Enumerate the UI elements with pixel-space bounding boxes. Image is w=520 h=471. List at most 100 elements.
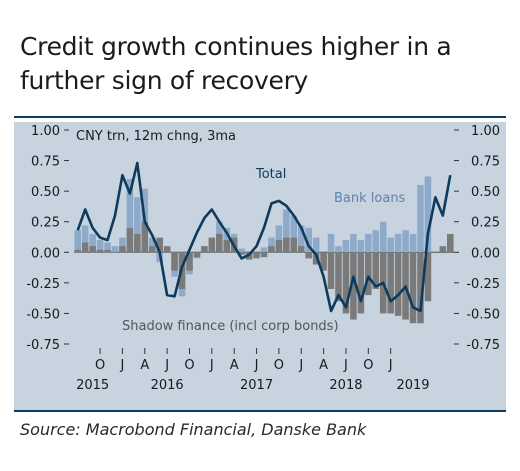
shadow-finance-bar [297, 246, 305, 253]
x-tick-label: A [140, 358, 149, 373]
x-tick-label: A [230, 358, 239, 373]
bank-loans-bar [283, 209, 290, 253]
shadow-finance-bar [335, 252, 342, 302]
bank-loans-bar [89, 233, 96, 253]
x-tick-label: J [343, 358, 348, 373]
shadow-finance-bar [171, 252, 178, 271]
shadow-finance-bar [424, 252, 432, 302]
shadow-finance-bar [283, 237, 290, 253]
x-tick-label: J [254, 358, 259, 373]
shadow-finance-bar [148, 246, 156, 253]
shadow-finance-bar [104, 249, 111, 253]
y-tick-label-left: 0.50 [31, 185, 60, 200]
shadow-finance-bar [126, 227, 134, 253]
bank-loans-bar [409, 233, 417, 253]
bank-loans-bar [290, 215, 298, 253]
shadow-finance-bar [268, 246, 275, 253]
y-tick-label-right: -0.75 [466, 338, 500, 353]
shadow-finance-bar [305, 252, 312, 259]
shadow-finance-bar [81, 242, 89, 253]
y-tick-label-left: 0.75 [31, 155, 60, 170]
y-tick-label-right: -0.25 [466, 277, 500, 292]
y-tick-label-right: -0.50 [466, 307, 500, 322]
shadow-finance-bar [141, 221, 149, 253]
x-year-label: 2019 [396, 378, 429, 393]
bank-loans-bar [350, 233, 357, 253]
page-title: Credit growth continues higher in a furt… [20, 32, 452, 95]
bank-loans-bar [297, 225, 305, 253]
source-note: Source: Macrobond Financial, Danske Bank [20, 420, 367, 439]
shadow-finance-bar [253, 252, 260, 259]
shadow-finance-bar [357, 252, 365, 314]
y-tick-label-left: -0.50 [26, 307, 60, 322]
bank-loans-bar [119, 237, 126, 253]
shadow-finance-bar [163, 246, 171, 253]
bank-loans-bar [74, 230, 82, 253]
x-year-label: 2015 [76, 378, 109, 393]
bottom-rule [14, 410, 506, 412]
shadow-finance-bar [387, 252, 394, 314]
shadow-finance-bar [223, 240, 231, 253]
bank-loans-bar [111, 246, 119, 253]
bank-loans-bar [81, 225, 89, 253]
shadow-finance-bar [119, 246, 126, 253]
bank-loans-bar [335, 246, 342, 253]
x-year-label: 2017 [240, 378, 273, 393]
x-tick-label: A [319, 358, 328, 373]
shadow-finance-bar [417, 252, 424, 324]
x-year-label: 2016 [151, 378, 184, 393]
total-line [76, 161, 452, 313]
shadow-finance-bar [342, 252, 350, 314]
x-tick-label: J [120, 358, 125, 373]
shadow-finance-bar [439, 246, 447, 253]
y-tick-label-right: 0.00 [471, 246, 500, 261]
shadow-finance-bar [365, 252, 372, 296]
shadow-finance-bar [320, 252, 327, 271]
y-tick-label-left: 0.25 [31, 216, 60, 231]
bank-loans-bar [260, 247, 268, 253]
bank-loans-bar [342, 240, 350, 253]
x-year-label: 2018 [329, 378, 362, 393]
x-tick-label: O [363, 358, 373, 373]
shadow-finance-bar [96, 249, 104, 253]
shadow-finance-bar [134, 233, 141, 253]
chart-title: CNY trn, 12m chng, 3ma [76, 129, 236, 144]
bank-loans-bar [387, 237, 394, 253]
shadow-finance-bar [394, 252, 402, 316]
bank-loans-bar [268, 237, 275, 253]
bank-loans-bar [96, 240, 104, 253]
bank-loans-bar [417, 185, 424, 253]
y-tick-label-left: -0.75 [26, 338, 60, 353]
y-tick-label-right: 1.00 [471, 124, 500, 139]
shadow-finance-bar [446, 233, 454, 253]
bank-loans-bar [424, 176, 432, 253]
bank-loans-bar [379, 221, 387, 253]
shadow-finance-bar [409, 252, 417, 324]
x-tick-label: O [274, 358, 284, 373]
x-tick-label: J [388, 358, 393, 373]
shadow-finance-bar [350, 252, 357, 320]
x-tick-label: O [95, 358, 105, 373]
shadow-finance-bar [260, 252, 268, 258]
shadow-finance-bar [186, 252, 193, 271]
shadow-finance-bar [275, 240, 283, 253]
bank-loans-bar [372, 230, 380, 253]
bank-loans-bar [402, 230, 409, 253]
y-tick-label-left: -0.25 [26, 277, 60, 292]
bank-loans-bar [134, 197, 141, 253]
y-tick-label-right: 0.50 [471, 185, 500, 200]
total-annotation: Total [255, 167, 286, 182]
shadow-finance-bar [89, 246, 96, 253]
bank-loans-bar [238, 248, 245, 253]
y-tick-label-left: 0.00 [31, 246, 60, 261]
shadow-finance-bar [156, 237, 163, 253]
bank-loans-bar [327, 233, 335, 253]
y-tick-label-right: 0.75 [471, 155, 500, 170]
bank-loans-bar [305, 227, 312, 253]
x-tick-label: J [298, 358, 303, 373]
shadow-finance-bar [290, 237, 298, 253]
x-tick-label: J [164, 358, 169, 373]
shadow-finance-bar [193, 252, 201, 258]
x-tick-label: J [209, 358, 214, 373]
